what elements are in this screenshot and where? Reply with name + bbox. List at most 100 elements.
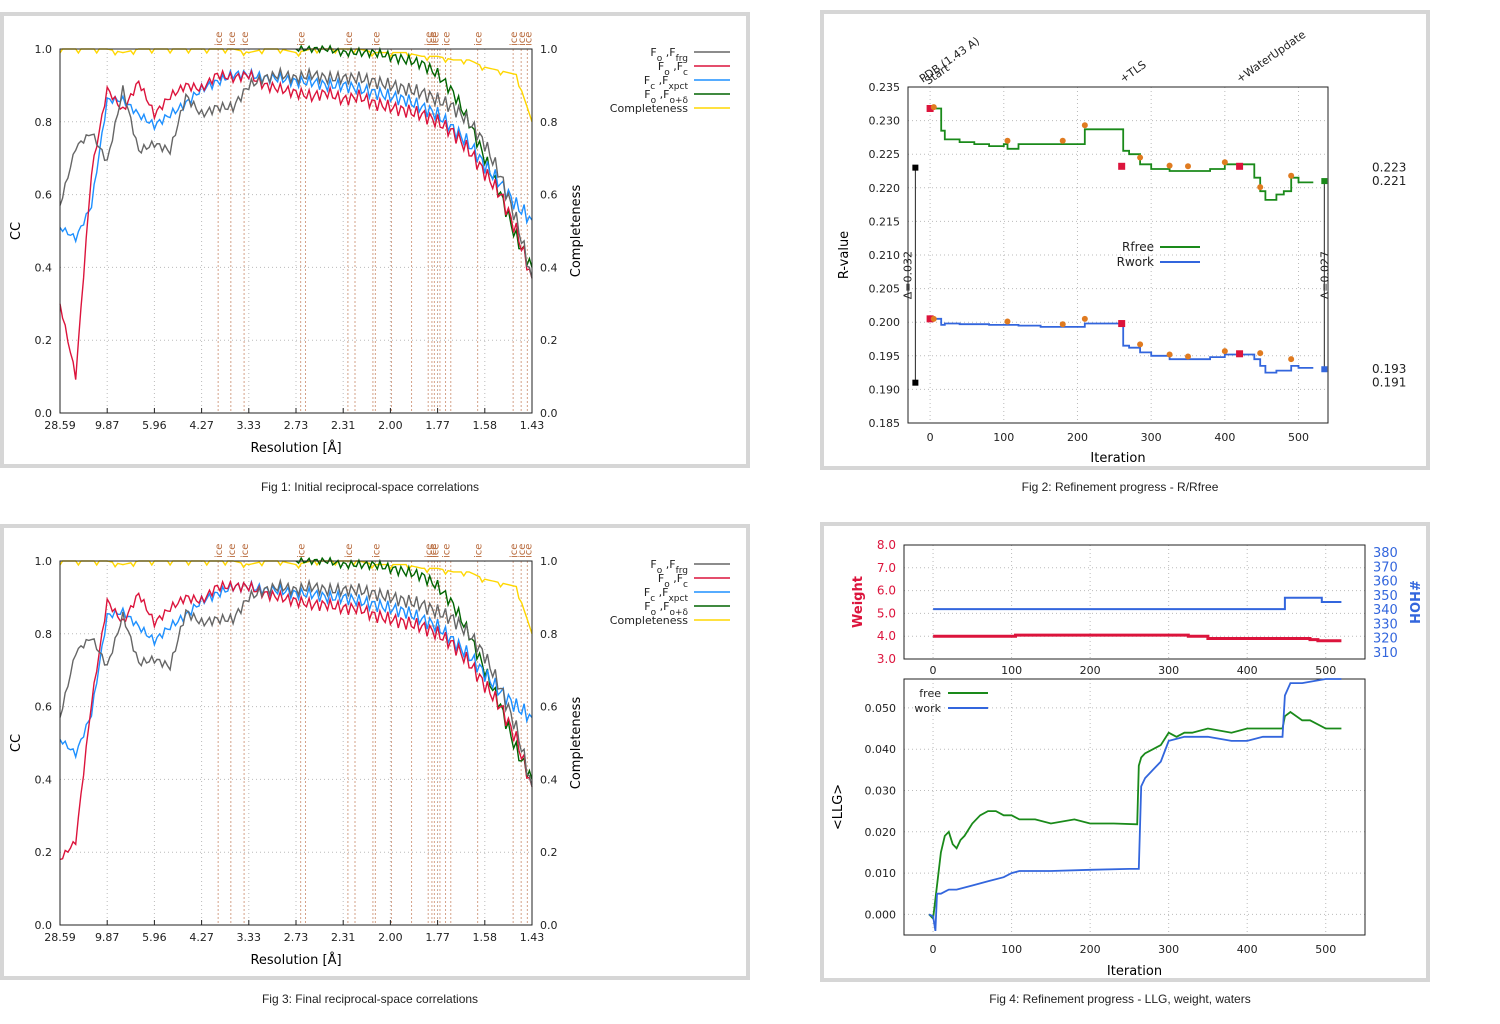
fig1-ice-label: ice (430, 32, 441, 46)
fig2-marker-red (926, 315, 934, 323)
fig3-legend-label: Fc ,Fxpct (644, 586, 689, 604)
fig2-annotation: +WaterUpdate (1234, 28, 1308, 86)
fig3-y2tick-label: 1.0 (540, 555, 558, 568)
fig3-ice-label: ice (430, 544, 441, 558)
fig3-xtick-label: 1.58 (473, 931, 498, 944)
fig3-xtick-label: 5.96 (142, 931, 167, 944)
fig3-ice-label: ice (428, 544, 439, 558)
fig2-xtick-label: 0 (927, 431, 934, 444)
fig3-legend-label: Completeness (610, 614, 688, 627)
fig2-marker-red (1118, 162, 1126, 170)
fig4-bottom-ytick-label: 0.010 (865, 867, 897, 880)
fig3-ice-label: ice (517, 544, 528, 558)
fig3-ytick-label: 0.4 (35, 773, 53, 786)
fig2-marker-orange (930, 104, 937, 111)
fig4-bottom-xtick-label: 300 (1158, 943, 1179, 956)
fig1-legend-label: Fo ,Fc (658, 60, 688, 78)
fig4-hoh-axis-label: #HOH (1406, 580, 1421, 624)
fig1-xtick-label: 2.73 (284, 419, 309, 432)
fig1-ice-label: ice (509, 32, 520, 46)
fig2-ytick-label: 0.230 (869, 115, 901, 128)
fig2-xtick-label: 100 (993, 431, 1014, 444)
fig2-ytick-label: 0.235 (869, 81, 901, 94)
fig2-plot-frame (907, 86, 1329, 424)
fig3-xtick-label: 4.27 (189, 931, 214, 944)
fig1-xtick-label: 1.58 (473, 419, 498, 432)
fig3-ytick-label: 1.0 (35, 555, 53, 568)
fig2-marker-orange (1004, 318, 1011, 325)
fig3-xtick-label: 28.59 (44, 931, 76, 944)
fig2-ytick-label: 0.190 (869, 383, 901, 396)
fig2-delta-right-marker (1321, 366, 1328, 373)
fig3-ice-label: ice (442, 544, 453, 558)
fig1-xtick-label: 1.43 (520, 419, 545, 432)
fig4-top-plot-frame (903, 544, 1366, 660)
fig1-ice-label: ice (297, 32, 308, 46)
fig3-ice-label: ice (424, 544, 435, 558)
fig3-caption: Fig 3: Final reciprocal-space correlatio… (261, 992, 479, 1006)
fig2-xtick-label: 200 (1067, 431, 1088, 444)
fig4-top-xtick-label: 300 (1158, 664, 1179, 677)
fig1-ytick-label: 0.4 (35, 261, 53, 274)
fig3-xtick-label: 2.00 (378, 931, 403, 944)
fig1-ytick-label: 1.0 (35, 43, 53, 56)
fig1-y2tick-label: 0.8 (540, 116, 558, 129)
fig2-marker-orange (1185, 353, 1191, 360)
fig3-xtick-label: 1.43 (520, 931, 545, 944)
fig2-marker-red (1118, 320, 1126, 328)
fig3-series-fcfxpct (59, 579, 533, 760)
fig2-marker-orange (1288, 356, 1295, 363)
fig1-xtick-label: 28.59 (44, 419, 76, 432)
fig2-series-rfree (930, 107, 1314, 201)
fig4-top-y2tick-label: 380 (1373, 546, 1398, 561)
fig2-marker-orange (1221, 348, 1228, 355)
fig3-y2tick-label: 0.8 (540, 628, 558, 641)
fig3-xtick-label: 2.73 (284, 931, 309, 944)
fig3-ice-label: ice (240, 544, 251, 558)
fig3-series-fofo (295, 556, 533, 780)
fig2-marker-orange (1081, 315, 1088, 322)
fig1-y-axis-label: CC (9, 222, 24, 240)
fig3-y-axis-label: CC (9, 734, 24, 752)
fig3-panel: ice ice ice ice ice ice ice ice ice ice ice ice ice i… (0, 524, 750, 980)
fig1-ice-label: ice (344, 32, 355, 46)
fig3-ice-label: ice (474, 544, 485, 558)
fig1-ytick-label: 0.6 (35, 189, 53, 202)
fig1-y2tick-label: 0.6 (540, 189, 558, 202)
fig1-series-foffrg (59, 66, 533, 279)
fig1-xtick-label: 4.27 (189, 419, 214, 432)
fig4-top-xtick-label: 100 (1001, 664, 1022, 677)
fig1-ice-label: ice (240, 32, 251, 46)
fig4-top-ytick-label: 5.0 (877, 606, 896, 620)
fig2-series-rwork (930, 317, 1314, 374)
fig3-xtick-label: 3.33 (237, 931, 262, 944)
fig3-y2tick-label: 0.4 (540, 773, 558, 786)
fig2-xtick-label: 500 (1288, 431, 1309, 444)
fig3-ice-label: ice (227, 544, 238, 558)
fig4-top-ytick-label: 6.0 (877, 584, 896, 598)
fig3-y2tick-label: 0.6 (540, 701, 558, 714)
fig1-series-fcfxpct (59, 67, 533, 244)
fig2-ytick-label: 0.210 (869, 249, 901, 262)
fig3-ice-label: ice (523, 544, 534, 558)
fig4-bottom-xtick-label: 100 (1001, 943, 1022, 956)
fig4-bottom-xtick-label: 0 (930, 943, 937, 956)
fig2-delta-right: Δ=0.027 (1318, 251, 1331, 299)
fig1-xtick-label: 9.87 (95, 419, 120, 432)
fig4-legend-label: free (919, 687, 941, 700)
fig3-plot-frame (59, 560, 533, 926)
fig4-series-hoh (933, 596, 1342, 611)
fig1-ice-label: ice (424, 32, 435, 46)
fig1-series-fofc (59, 68, 533, 380)
fig1-ytick-label: 0.2 (35, 334, 53, 347)
fig1-xtick-label: 5.96 (142, 419, 167, 432)
fig2-marker-orange (1166, 162, 1173, 169)
fig2-delta-left: Δ=0.032 (901, 251, 914, 299)
fig4-series-work (928, 678, 1342, 932)
fig1-ytick-label: 0.8 (35, 116, 53, 129)
fig1-xtick-label: 3.33 (237, 419, 262, 432)
fig1-xtick-label: 2.00 (378, 419, 403, 432)
fig3-ice-label: ice (509, 544, 520, 558)
fig1-ice-label: ice (474, 32, 485, 46)
